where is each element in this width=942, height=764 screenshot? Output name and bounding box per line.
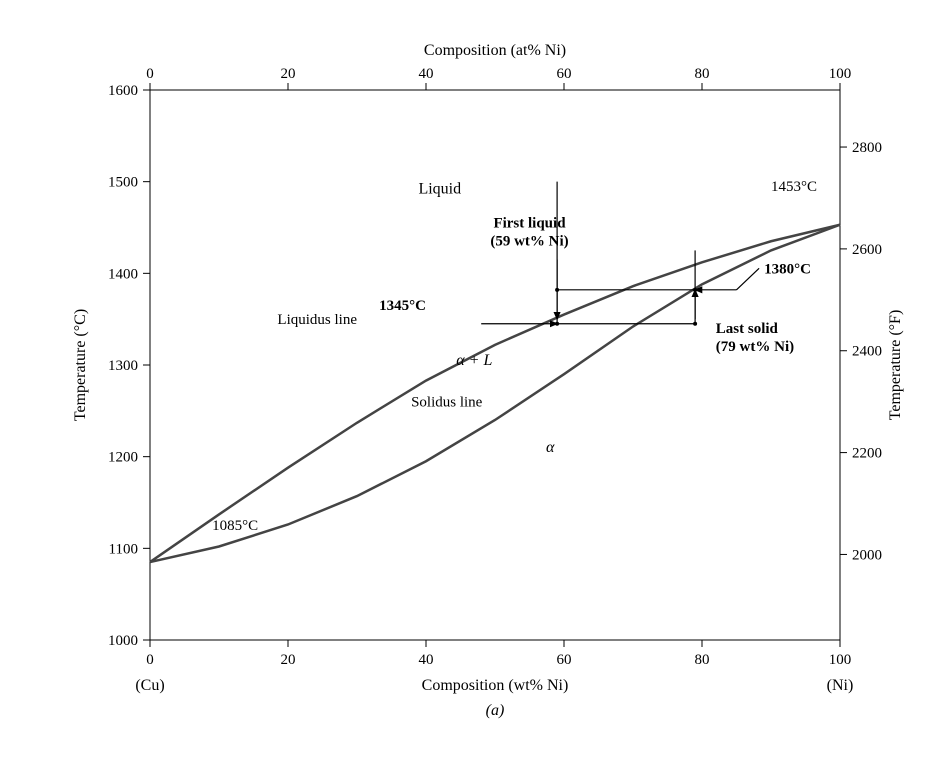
svg-text:First liquid: First liquid: [493, 216, 566, 232]
svg-text:100: 100: [829, 66, 852, 82]
svg-text:20: 20: [281, 66, 296, 82]
svg-text:Last solid: Last solid: [716, 321, 779, 337]
svg-text:(Ni): (Ni): [827, 677, 854, 694]
svg-text:Liquid: Liquid: [418, 181, 461, 198]
svg-text:Temperature (°F): Temperature (°F): [887, 310, 904, 421]
svg-text:2800: 2800: [852, 140, 882, 156]
liquidus-curve: [150, 225, 840, 562]
svg-text:1400: 1400: [108, 266, 138, 282]
svg-text:1500: 1500: [108, 175, 138, 191]
svg-text:60: 60: [557, 66, 572, 82]
phase-diagram-svg: 0 20 40 60 80 100 Composition (wt% Ni) (Cu) (Ni)…: [20, 20, 942, 744]
svg-text:α: α: [546, 439, 555, 456]
svg-text:80: 80: [695, 652, 710, 668]
svg-text:(59 wt% Ni): (59 wt% Ni): [490, 234, 568, 250]
svg-text:Temperature (°C): Temperature (°C): [72, 309, 89, 421]
svg-text:1600: 1600: [108, 83, 138, 99]
svg-text:Composition (at% Ni): Composition (at% Ni): [424, 42, 566, 59]
svg-text:20: 20: [281, 652, 296, 668]
svg-text:Solidus line: Solidus line: [411, 394, 483, 410]
svg-text:Liquidus line: Liquidus line: [277, 312, 357, 328]
svg-text:1085°C: 1085°C: [212, 518, 258, 534]
svg-text:1300: 1300: [108, 358, 138, 374]
svg-text:2200: 2200: [852, 446, 882, 462]
svg-text:1345°C: 1345°C: [379, 298, 426, 314]
svg-text:1000: 1000: [108, 633, 138, 649]
svg-text:2400: 2400: [852, 344, 882, 360]
svg-text:40: 40: [419, 652, 434, 668]
svg-text:(a): (a): [486, 702, 505, 719]
svg-text:60: 60: [557, 652, 572, 668]
svg-text:80: 80: [695, 66, 710, 82]
phase-diagram-container: 0 20 40 60 80 100 Composition (wt% Ni) (Cu) (Ni)…: [20, 20, 942, 744]
svg-text:1200: 1200: [108, 450, 138, 466]
svg-text:1100: 1100: [109, 541, 138, 557]
svg-text:40: 40: [419, 66, 434, 82]
svg-text:0: 0: [146, 652, 154, 668]
svg-text:1453°C: 1453°C: [771, 179, 817, 195]
svg-text:2600: 2600: [852, 242, 882, 258]
solidus-curve: [150, 225, 840, 562]
svg-text:α + L: α + L: [456, 352, 492, 369]
svg-text:1380°C: 1380°C: [764, 261, 811, 277]
svg-text:100: 100: [829, 652, 852, 668]
svg-text:0: 0: [146, 66, 154, 82]
svg-text:Composition (wt% Ni): Composition (wt% Ni): [422, 677, 569, 694]
svg-text:(Cu): (Cu): [135, 677, 164, 694]
svg-text:(79 wt% Ni): (79 wt% Ni): [716, 339, 794, 355]
svg-text:2000: 2000: [852, 547, 882, 563]
